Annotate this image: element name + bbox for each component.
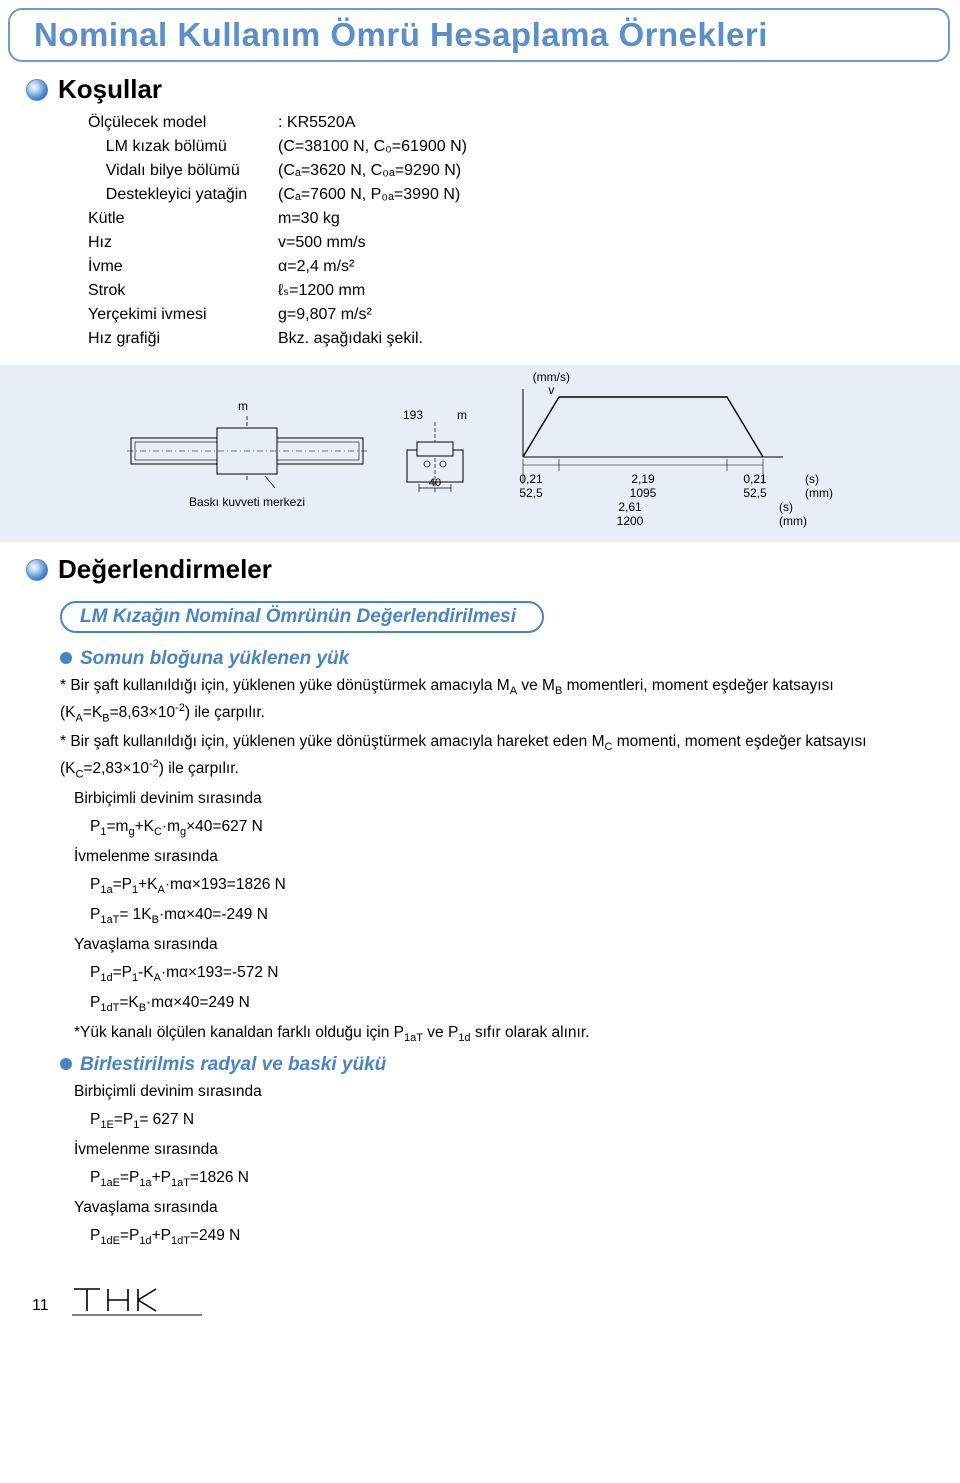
chart-val: 0,21 xyxy=(511,472,551,486)
cond-value: α=2,4 m/s² xyxy=(278,255,960,279)
birlestirilmis-header: Birlestirilmis radyal ve baski yükü xyxy=(60,1053,960,1076)
velocity-chart: 0,21 2,19 0,21 (s) 52,5 1095 52,5 (mm) 2… xyxy=(503,379,833,528)
cond-value: v=500 mm/s xyxy=(278,231,960,255)
bullet-icon xyxy=(26,559,48,581)
page-number: 11 xyxy=(32,1297,49,1315)
eval-header: LM Kızağın Nominal Ömrünün Değerlendiril… xyxy=(60,601,544,633)
chart-val: 2,19 xyxy=(573,472,713,486)
chart-val: 1095 xyxy=(573,486,713,500)
conditions-table: Ölçülecek model: KR5520A LM kızak bölümü… xyxy=(88,111,960,351)
para-2: * Bir şaft kullanıldığı için, yüklenen y… xyxy=(60,730,920,782)
cond-value: m=30 kg xyxy=(278,207,960,231)
bullet-icon xyxy=(26,79,48,101)
somun-heading: Somun bloğuna yüklenen yük xyxy=(80,648,349,670)
degerlendirmeler-section: Değerlendirmeler xyxy=(26,554,960,585)
kosullar-section: Koşullar xyxy=(26,74,960,105)
m-label: m xyxy=(457,408,467,422)
calc2-h3: Yavaşlama sırasında xyxy=(74,1196,920,1220)
cond-label: İvme xyxy=(88,255,278,279)
cond-label: Vidalı bilye bölümü xyxy=(88,159,278,183)
chart-val: 0,21 xyxy=(735,472,775,486)
para-1: * Bir şaft kullanıldığı için, yüklenen y… xyxy=(60,674,920,726)
calc-l2: P1a=P1+KA·mα×193=1826 N xyxy=(90,873,920,899)
cond-label: LM kızak bölümü xyxy=(88,135,278,159)
logo xyxy=(72,1283,202,1317)
calc2-l1: P1E=P1= 627 N xyxy=(90,1108,920,1134)
chart-val: 52,5 xyxy=(735,486,775,500)
somun-header: Somun bloğuna yüklenen yük xyxy=(60,647,960,670)
cond-value: (C=38100 N, C₀=61900 N) xyxy=(278,135,960,159)
small-bullet-icon xyxy=(60,1058,72,1070)
calc2-l3: P1dE=P1d+P1dT=249 N xyxy=(90,1224,920,1250)
chart-unit: (s) xyxy=(805,472,819,486)
chart-val: 2,61 xyxy=(511,500,749,514)
chart-unit: (mm) xyxy=(805,486,833,500)
cond-label: Ölçülecek model xyxy=(88,111,278,135)
cond-value: (Cₐ=7600 N, P₀ₐ=3990 N) xyxy=(278,183,960,207)
kosullar-heading: Koşullar xyxy=(58,74,162,105)
chart-unit: (s) xyxy=(779,500,793,514)
cond-label: Destekleyici yatağin xyxy=(88,183,278,207)
calc-l4: P1d=P1-KA·mα×193=-572 N xyxy=(90,961,920,987)
cond-label: Hız xyxy=(88,231,278,255)
calc-h2: İvmelenme sırasında xyxy=(74,845,920,869)
calc-l3: P1aT= 1KB·mα×40=-249 N xyxy=(90,903,920,929)
calc-h3: Yavaşlama sırasında xyxy=(74,933,920,957)
cond-value: (Cₐ=3620 N, C₀ₐ=9290 N) xyxy=(278,159,960,183)
calc-l1: P1=mg+KC·mg×40=627 N xyxy=(90,815,920,841)
cond-label: Hız grafiği xyxy=(88,327,278,351)
cond-value: : KR5520A xyxy=(278,111,960,135)
chart-unit: (mm) xyxy=(779,514,807,528)
cond-label: Yerçekimi ivmesi xyxy=(88,303,278,327)
birlestirilmis-heading: Birlestirilmis radyal ve baski yükü xyxy=(80,1054,386,1076)
calc2-h1: Birbiçimli devinim sırasında xyxy=(74,1080,920,1104)
calc-l5: P1dT=KB·mα×40=249 N xyxy=(90,991,920,1017)
cond-label: Kütle xyxy=(88,207,278,231)
baski-label: Baskı kuvveti merkezi xyxy=(127,495,367,509)
calc-h1: Birbiçimli devinim sırasında xyxy=(74,787,920,811)
title-banner: Nominal Kullanım Ömrü Hesaplama Örnekler… xyxy=(8,8,950,62)
calc2-l2: P1aE=P1a+P1aT=1826 N xyxy=(90,1166,920,1192)
m-label: m xyxy=(238,399,248,413)
sketch-top-view: m Baskı kuvveti merkezi xyxy=(127,398,367,509)
dim-193: 193 xyxy=(403,408,423,422)
dim-40: 40 xyxy=(429,477,441,489)
cond-value: Bkz. aşağıdaki şekil. xyxy=(278,327,960,351)
cond-value: ℓₛ=1200 mm xyxy=(278,279,960,303)
chart-val: 52,5 xyxy=(511,486,551,500)
calc2-h2: İvmelenme sırasında xyxy=(74,1138,920,1162)
sketch-side-view: 193 m 40 xyxy=(395,408,475,499)
footnote-1: *Yük kanalı ölçülen kanaldan farklı oldu… xyxy=(74,1021,920,1047)
degerlendirmeler-heading: Değerlendirmeler xyxy=(58,554,272,585)
cond-label: Strok xyxy=(88,279,278,303)
small-bullet-icon xyxy=(60,652,72,664)
cond-value: g=9,807 m/s² xyxy=(278,303,960,327)
diagram-area: (mm/s) v m Baskı kuvveti merkezi xyxy=(0,365,960,542)
chart-val: 1200 xyxy=(511,514,749,528)
page-title: Nominal Kullanım Ömrü Hesaplama Örnekler… xyxy=(34,16,924,54)
